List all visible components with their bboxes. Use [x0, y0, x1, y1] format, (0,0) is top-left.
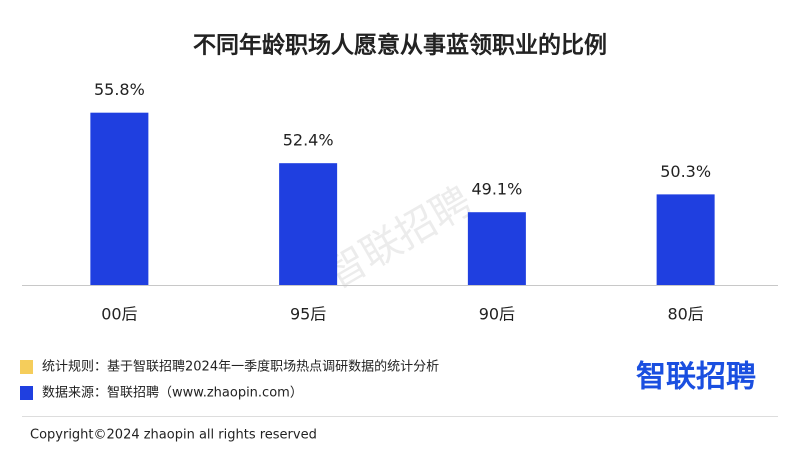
note-swatch [20, 386, 33, 400]
bar [656, 194, 715, 285]
value-label: 52.4% [283, 131, 334, 150]
note-text: 统计规则：基于智联招聘2024年一季度职场热点调研数据的统计分析 [42, 359, 439, 375]
value-label: 55.8% [94, 80, 145, 99]
logo: 智联招聘 [636, 360, 756, 395]
chart-title: 不同年龄职场人愿意从事蓝领职业的比例 [193, 32, 607, 59]
x-tick-label: 95后 [290, 305, 326, 324]
bar [90, 112, 149, 286]
x-tick-label: 80后 [667, 305, 703, 324]
bar [467, 212, 526, 285]
x-tick-label: 00后 [101, 305, 137, 324]
value-label: 50.3% [660, 162, 711, 181]
x-tick-label: 90后 [479, 305, 515, 324]
note-swatch [20, 360, 33, 374]
bar [279, 163, 338, 285]
note-text: 数据来源：智联招聘（www.zhaopin.com） [42, 386, 303, 401]
value-label: 49.1% [471, 180, 522, 199]
copyright: Copyright©2024 zhaopin all rights reserv… [30, 428, 317, 443]
